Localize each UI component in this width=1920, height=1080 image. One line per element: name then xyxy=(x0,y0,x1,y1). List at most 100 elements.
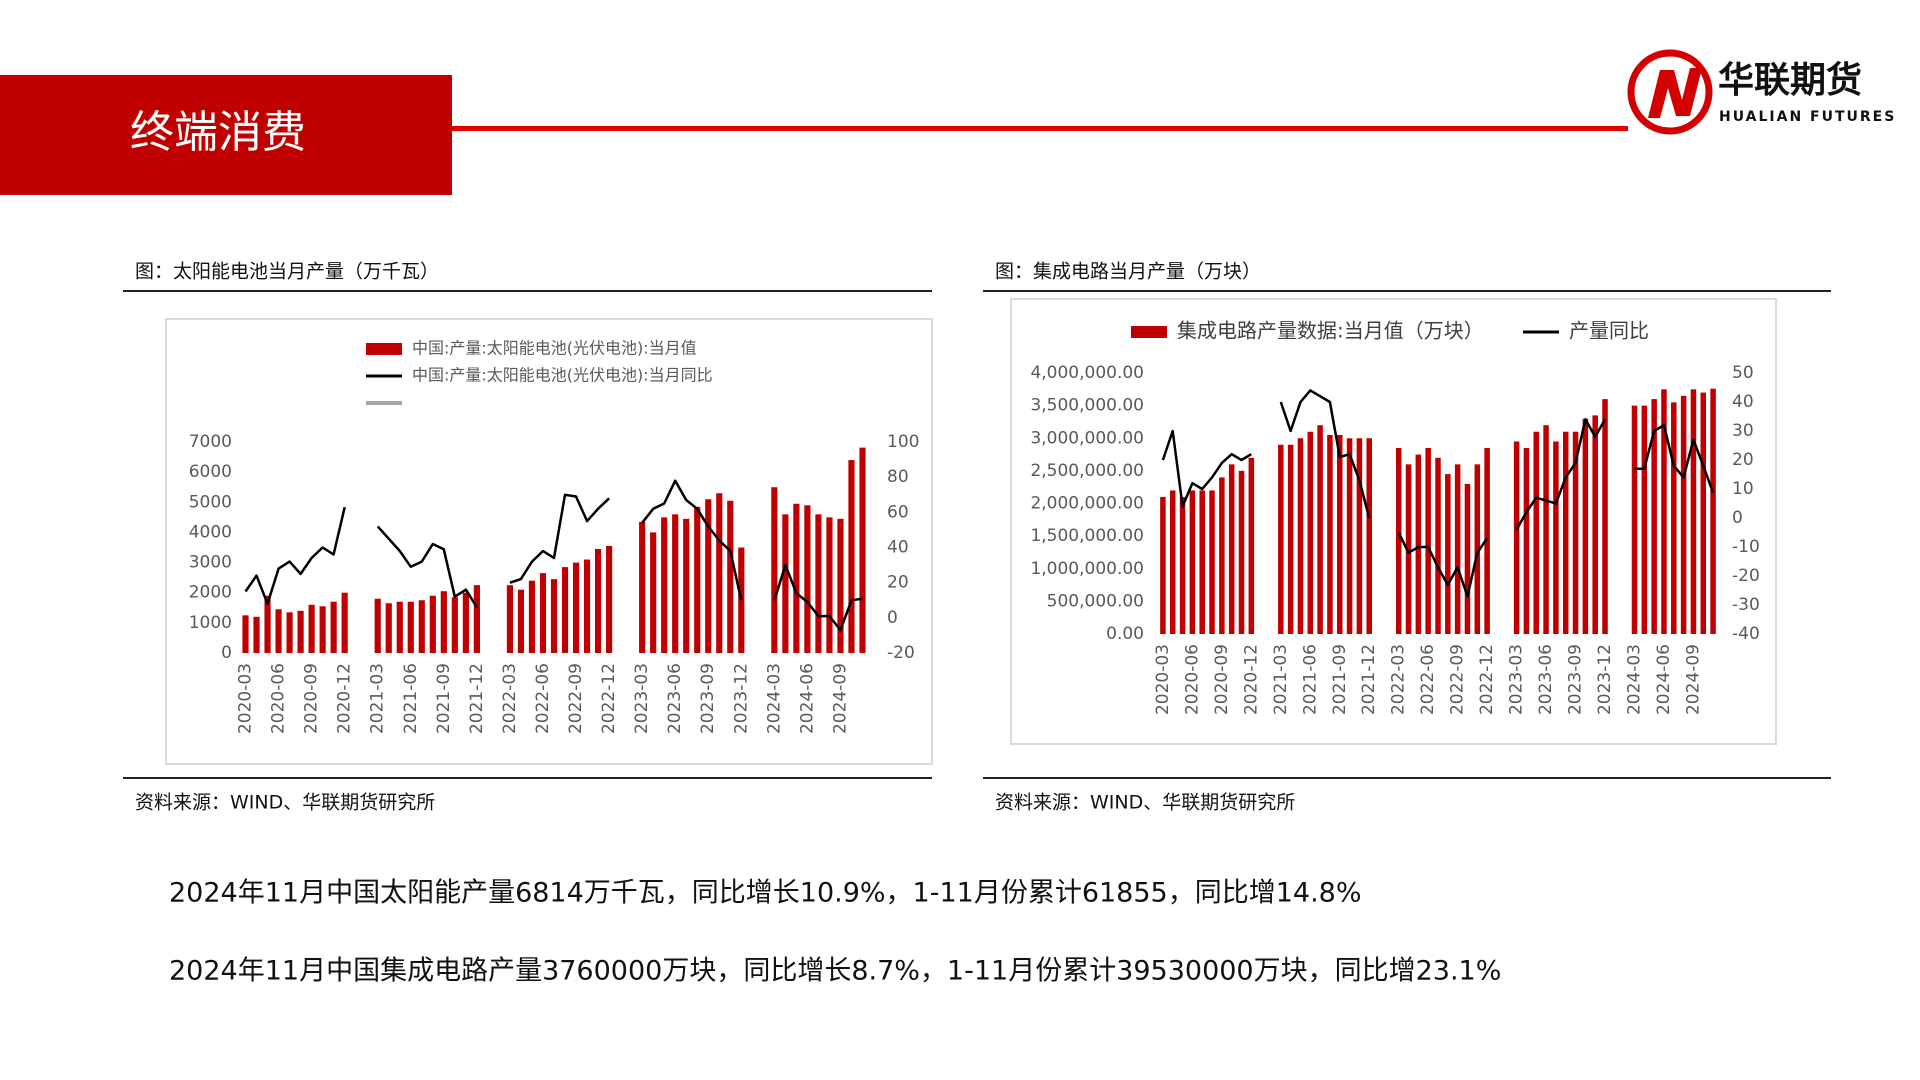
bar xyxy=(1680,395,1687,634)
line xyxy=(641,479,743,601)
bar xyxy=(1238,470,1245,634)
y2-tick-label: -10 xyxy=(1732,537,1760,557)
x-tick-label: 2023-09 xyxy=(698,663,718,734)
bar xyxy=(837,518,844,653)
bar xyxy=(727,500,734,653)
x-tick-label: 2022-09 xyxy=(1448,644,1468,715)
y-tick-label: 500,000.00 xyxy=(1047,591,1144,611)
bar xyxy=(264,595,271,653)
y-tick-label: 2,000,000.00 xyxy=(1030,494,1144,514)
logo-mark xyxy=(1648,68,1702,118)
bar xyxy=(550,579,558,653)
bar xyxy=(1327,434,1333,634)
x-tick-label: 2022-06 xyxy=(1418,644,1438,715)
legend-label: 集成电路产量数据:当月值（万块） xyxy=(1177,319,1484,343)
y2-tick-label: 40 xyxy=(1732,392,1754,412)
line xyxy=(1397,531,1489,598)
legend-label: 产量同比 xyxy=(1569,319,1649,343)
chart-caption: 图：太阳能电池当月产量（万千瓦） xyxy=(135,261,439,283)
bar xyxy=(1445,474,1451,634)
y-tick-label: 5000 xyxy=(189,492,232,512)
bar xyxy=(1513,441,1520,634)
y2-tick-label: 0 xyxy=(1732,508,1743,528)
bar xyxy=(319,606,326,653)
bar xyxy=(1425,448,1431,634)
y-tick-label: 2000 xyxy=(189,583,232,603)
x-tick-label: 2024-03 xyxy=(1624,644,1644,715)
bar xyxy=(793,503,800,653)
chart-frame xyxy=(1010,298,1777,745)
bar xyxy=(440,591,447,653)
y2-tick-label: -30 xyxy=(1732,595,1760,615)
x-tick-label: 2022-03 xyxy=(1389,644,1409,715)
y-tick-label: 2,500,000.00 xyxy=(1030,461,1144,481)
header-title: 终端消费 xyxy=(130,107,306,158)
x-tick-label: 2022-09 xyxy=(566,663,586,734)
line xyxy=(509,493,610,584)
x-tick-label: 2024-09 xyxy=(1683,644,1703,715)
bar xyxy=(1278,444,1284,634)
bar xyxy=(594,549,602,653)
bar xyxy=(473,585,480,653)
x-tick-label: 2023-03 xyxy=(632,663,652,734)
bar xyxy=(506,585,514,653)
y-tick-label: 4,000,000.00 xyxy=(1030,363,1144,383)
y2-tick-label: 30 xyxy=(1732,421,1754,441)
x-tick-label: 2022-03 xyxy=(500,663,520,734)
bar xyxy=(1582,418,1589,634)
bar xyxy=(1474,464,1481,634)
x-tick-label: 2021-09 xyxy=(1330,644,1350,715)
x-tick-label: 2020-06 xyxy=(1182,644,1202,715)
y2-tick-label: 20 xyxy=(887,573,909,593)
legend-swatch xyxy=(1131,326,1167,338)
bar xyxy=(1690,389,1697,634)
bar xyxy=(385,603,392,653)
bar xyxy=(1572,431,1579,634)
chart-source: 资料来源：WIND、华联期货研究所 xyxy=(995,792,1295,814)
y-tick-label: 3,500,000.00 xyxy=(1030,396,1144,416)
y2-tick-label: -40 xyxy=(1732,624,1760,644)
y-tick-label: 1,000,000.00 xyxy=(1030,559,1144,579)
x-tick-label: 2023-09 xyxy=(1566,644,1586,715)
x-tick-label: 2023-06 xyxy=(1536,644,1556,715)
x-tick-label: 2021-12 xyxy=(1359,644,1379,715)
bar xyxy=(517,589,525,653)
chart-frame xyxy=(165,318,933,765)
bar xyxy=(1700,392,1707,634)
bar xyxy=(374,598,381,653)
x-tick-label: 2024-06 xyxy=(1654,644,1674,715)
bar xyxy=(1199,490,1205,634)
x-tick-label: 2023-12 xyxy=(731,663,751,734)
bar xyxy=(1228,464,1235,634)
bar xyxy=(1415,454,1422,634)
bar xyxy=(330,601,337,653)
bar xyxy=(859,447,866,653)
x-tick-label: 2021-06 xyxy=(1300,644,1320,715)
bar xyxy=(1661,389,1667,634)
y2-tick-label: 50 xyxy=(1732,363,1754,383)
bar xyxy=(583,559,591,653)
bar xyxy=(1671,402,1677,634)
bar xyxy=(1395,448,1402,634)
y-tick-label: 1000 xyxy=(189,613,232,633)
bar xyxy=(1651,399,1657,634)
x-tick-label: 2020-12 xyxy=(1241,644,1261,715)
bar xyxy=(1160,496,1166,634)
bar xyxy=(782,514,789,653)
bar xyxy=(705,499,712,653)
bar xyxy=(561,567,569,653)
line xyxy=(773,563,863,632)
line xyxy=(1279,389,1371,519)
note: 2024年11月中国集成电路产量3760000万块，同比增长8.7%，1-11月… xyxy=(169,956,1501,987)
bar xyxy=(1641,405,1648,634)
bar xyxy=(275,609,282,653)
bar xyxy=(396,601,403,653)
y2-tick-label: -20 xyxy=(1732,566,1760,586)
bar xyxy=(1464,483,1471,634)
bar xyxy=(1562,431,1569,634)
header-band xyxy=(0,75,452,195)
x-tick-label: 2021-12 xyxy=(467,663,487,734)
bar xyxy=(341,592,348,653)
line xyxy=(1634,423,1715,494)
